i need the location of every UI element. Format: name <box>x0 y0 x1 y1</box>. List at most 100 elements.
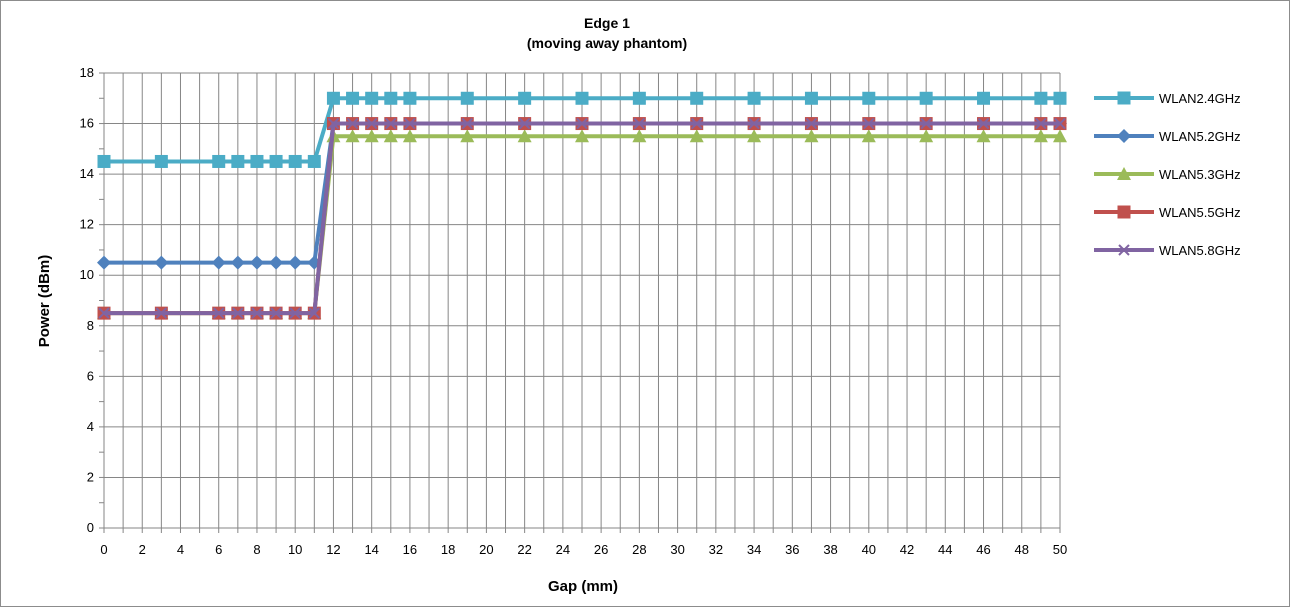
data-point-wlan2-4ghz <box>212 154 226 168</box>
data-point-wlan5-8ghz <box>1054 117 1066 130</box>
legend-item-wlan5-5ghz: WLAN5.5GHz <box>1094 205 1241 220</box>
chart-subtitle: (moving away phantom) <box>527 35 687 51</box>
data-point-wlan5-3ghz <box>1033 129 1048 143</box>
x-tick-label: 0 <box>100 542 107 557</box>
x-marker-stroke <box>270 307 282 319</box>
data-point-wlan5-8ghz <box>633 117 646 130</box>
x-tick-label: 48 <box>1015 542 1029 557</box>
data-point-wlan5-3ghz <box>575 129 589 143</box>
data-point-wlan5-8ghz <box>155 307 168 319</box>
data-point-wlan5-3ghz <box>460 129 475 143</box>
chart-title: Edge 1 <box>584 15 630 31</box>
y-axis-title: Power (dBm) <box>36 255 53 348</box>
y-tick-label: 18 <box>80 65 94 80</box>
data-point-wlan5-8ghz <box>863 117 875 130</box>
x-marker-stroke <box>748 117 760 130</box>
data-point-wlan2-4ghz <box>1053 91 1067 105</box>
y-tick-label: 16 <box>80 116 94 131</box>
legend-item-wlan5-2ghz: WLAN5.2GHz <box>1094 129 1241 144</box>
data-point-wlan5-3ghz <box>632 129 647 143</box>
data-point-wlan2-4ghz <box>326 91 340 105</box>
x-marker-stroke <box>308 307 321 319</box>
x-marker-stroke <box>691 117 703 130</box>
data-point-wlan2-4ghz <box>632 91 646 105</box>
x-tick-label: 26 <box>594 542 608 557</box>
legend-marker <box>1117 205 1131 219</box>
data-point-wlan5-3ghz <box>804 129 819 143</box>
legend-item-wlan5-8ghz: WLAN5.8GHz <box>1094 243 1241 258</box>
x-tick-label: 36 <box>785 542 799 557</box>
x-tick-label: 2 <box>139 542 146 557</box>
data-point-wlan5-2ghz <box>249 255 264 270</box>
data-point-wlan5-8ghz <box>270 307 282 319</box>
x-tick-label: 4 <box>177 542 184 557</box>
data-point-wlan2-4ghz <box>307 154 321 168</box>
data-point-wlan5-8ghz <box>748 117 760 130</box>
x-marker-stroke <box>518 117 531 130</box>
legend-label: WLAN5.3GHz <box>1159 167 1241 182</box>
data-point-wlan2-4ghz <box>862 91 876 105</box>
x-tick-label: 22 <box>517 542 531 557</box>
legend-marker <box>1117 129 1131 143</box>
data-point-wlan5-3ghz <box>402 129 417 143</box>
data-point-wlan2-4ghz <box>518 91 532 105</box>
data-point-wlan5-3ghz <box>689 129 704 143</box>
data-point-wlan5-3ghz <box>345 129 360 143</box>
x-tick-label: 14 <box>364 542 378 557</box>
data-point-wlan2-4ghz <box>1034 91 1048 105</box>
data-point-wlan5-8ghz <box>576 117 588 130</box>
x-tick-label: 40 <box>862 542 876 557</box>
data-point-wlan5-8ghz <box>920 117 932 130</box>
gridlines <box>103 72 1061 529</box>
data-point-wlan2-4ghz <box>804 91 818 105</box>
data-point-wlan5-8ghz <box>308 307 321 319</box>
x-tick-label: 24 <box>556 542 570 557</box>
data-point-wlan5-2ghz <box>288 255 303 270</box>
data-point-wlan5-2ghz <box>211 255 226 270</box>
data-point-wlan5-8ghz <box>365 117 378 130</box>
data-point-wlan2-4ghz <box>250 154 264 168</box>
x-tick-label: 6 <box>215 542 222 557</box>
x-marker-stroke <box>1054 117 1066 130</box>
x-tick-label: 42 <box>900 542 914 557</box>
y-tick-label: 12 <box>80 217 94 232</box>
series-wlan5-8ghz <box>98 117 1066 319</box>
x-marker-stroke <box>461 117 473 130</box>
x-marker-stroke <box>1118 244 1130 256</box>
y-tick-label: 4 <box>87 419 94 434</box>
data-point-wlan2-4ghz <box>403 91 417 105</box>
data-point-wlan2-4ghz <box>747 91 761 105</box>
data-point-wlan2-4ghz <box>690 91 704 105</box>
x-tick-label: 20 <box>479 542 493 557</box>
legend-label: WLAN5.5GHz <box>1159 205 1241 220</box>
data-point-wlan5-8ghz <box>691 117 703 130</box>
legend-marker <box>1117 167 1131 180</box>
x-tick-label: 16 <box>403 542 417 557</box>
data-point-wlan5-3ghz <box>861 129 876 143</box>
data-point-wlan5-2ghz <box>97 255 111 270</box>
data-point-wlan5-8ghz <box>1035 117 1047 130</box>
legend-marker <box>1117 91 1131 105</box>
x-marker-stroke <box>863 117 875 130</box>
data-point-wlan2-4ghz <box>346 91 360 105</box>
y-tick-label: 10 <box>80 267 94 282</box>
y-tick-label: 14 <box>80 166 94 181</box>
x-tick-label: 10 <box>288 542 302 557</box>
x-marker-stroke <box>251 307 263 319</box>
y-tick-label: 0 <box>87 520 94 535</box>
x-tick-label: 50 <box>1053 542 1067 557</box>
x-tick-label: 18 <box>441 542 455 557</box>
y-tick-label: 6 <box>87 368 94 383</box>
data-point-wlan5-3ghz <box>1053 129 1067 143</box>
legend-item-wlan5-3ghz: WLAN5.3GHz <box>1094 167 1241 182</box>
x-marker-stroke <box>404 117 416 130</box>
legend-label: WLAN5.8GHz <box>1159 243 1241 258</box>
data-point-wlan5-8ghz <box>346 117 359 130</box>
x-marker-stroke <box>365 117 378 130</box>
x-marker-stroke <box>289 307 301 319</box>
data-point-wlan5-8ghz <box>977 117 990 130</box>
x-axis-title: Gap (mm) <box>548 578 618 595</box>
data-point-wlan2-4ghz <box>231 154 245 168</box>
